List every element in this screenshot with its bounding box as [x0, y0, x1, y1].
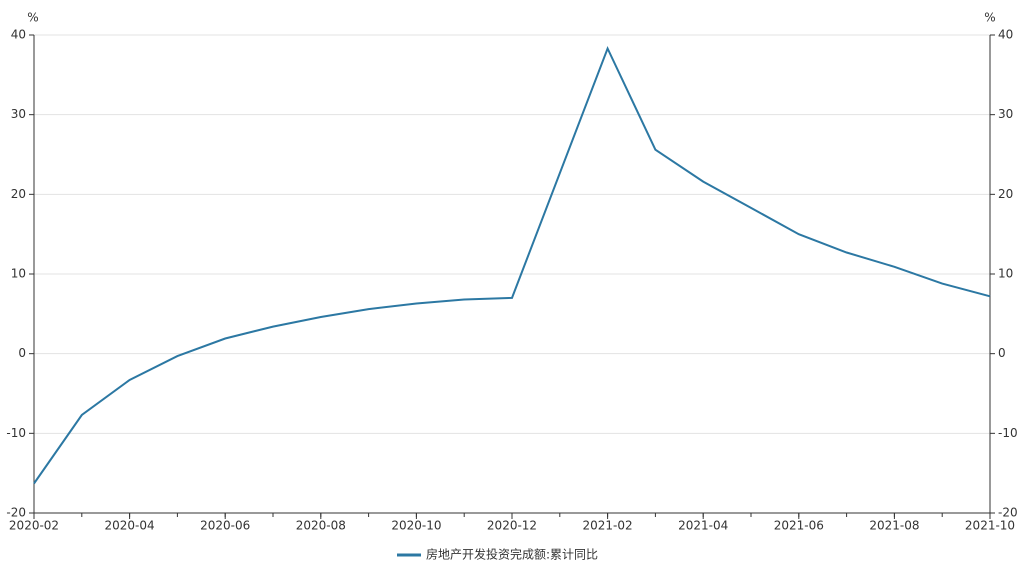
- data-line: [33, 45, 991, 485]
- y-tick-label: -20: [6, 506, 26, 520]
- x-tick-label: 2021-10: [965, 519, 1015, 533]
- x-tick-label: 2020-08: [296, 519, 346, 533]
- x-tick-label: 2021-02: [583, 519, 633, 533]
- y2-tick-label: 0: [998, 346, 1006, 360]
- x-tick-label: 2020-06: [200, 519, 250, 533]
- x-tick-label: 2021-08: [869, 519, 919, 533]
- y2-tick-label: 30: [998, 107, 1013, 121]
- x-tick-label: 2020-02: [9, 519, 59, 533]
- y2-tick-label: 40: [998, 28, 1013, 42]
- y-tick-label: 20: [11, 187, 26, 201]
- y2-tick-label: 20: [998, 187, 1013, 201]
- x-tick-label: 2020-12: [487, 519, 537, 533]
- x-tick-label: 2021-04: [678, 519, 728, 533]
- y2-tick-label: -10: [998, 426, 1018, 440]
- x-tick-label: 2020-04: [105, 519, 155, 533]
- y-tick-label: -10: [6, 426, 26, 440]
- x-tick-label: 2020-10: [391, 519, 441, 533]
- y-tick-label: 30: [11, 107, 26, 121]
- y2-tick-label: -20: [998, 506, 1018, 520]
- y-tick-label: 0: [18, 346, 26, 360]
- y-unit: %: [27, 11, 38, 25]
- legend-label: 房地产开发投资完成额:累计同比: [426, 547, 598, 562]
- y2-unit: %: [984, 11, 995, 25]
- y2-tick-label: 10: [998, 267, 1013, 281]
- y-tick-label: 40: [11, 28, 26, 42]
- x-tick-label: 2021-06: [774, 519, 824, 533]
- y-tick-label: 10: [11, 267, 26, 281]
